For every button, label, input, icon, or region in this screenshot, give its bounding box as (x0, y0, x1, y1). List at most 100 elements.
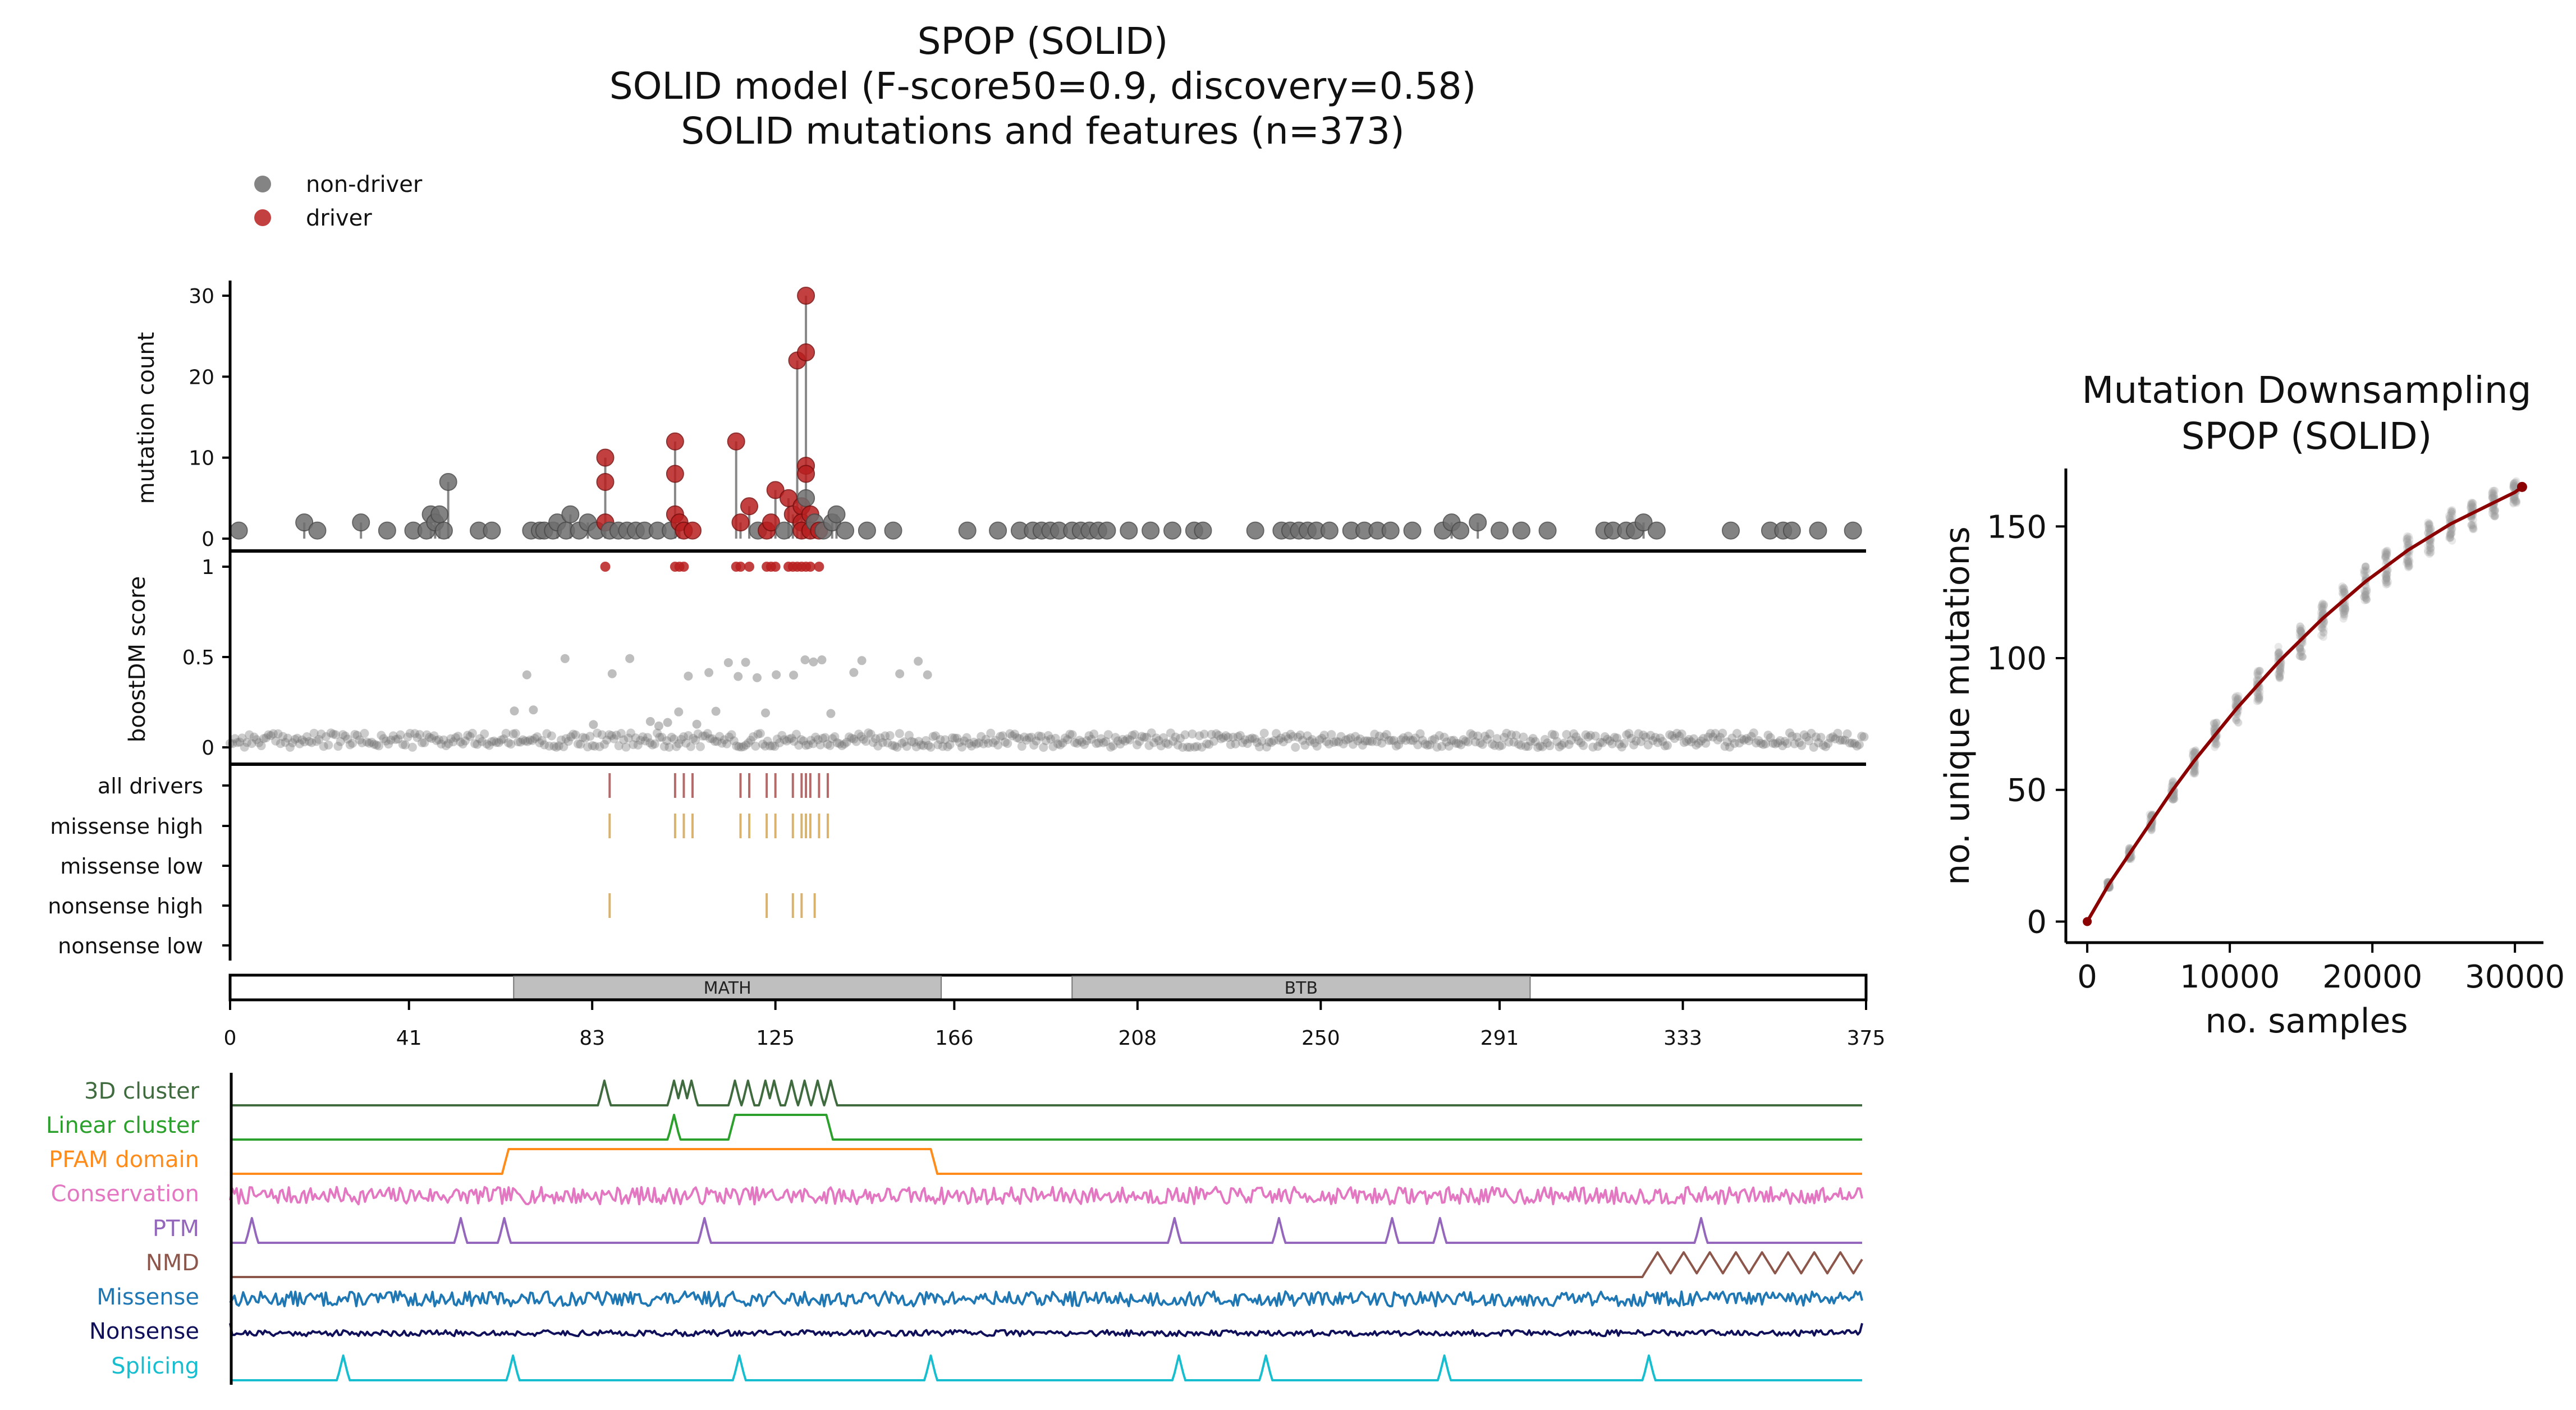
boostdm-baseline-point (1811, 732, 1821, 742)
boostdm-mid-point (645, 717, 655, 726)
boostdm-baseline-point (1848, 738, 1857, 748)
consequence-row-label: missense high (50, 814, 203, 839)
boostdm-baseline-point (1199, 729, 1209, 739)
downsampling-sample-point (2190, 747, 2198, 756)
boostdm-baseline-point (482, 739, 492, 748)
boostdm-baseline-point (1857, 732, 1867, 741)
boostdm-baseline-point (868, 738, 878, 747)
downsampling-sample-point (2468, 504, 2476, 512)
boostdm-mid-point (800, 655, 810, 664)
boostdm-baseline-point (530, 733, 539, 743)
boostdm-baseline-point (732, 741, 741, 751)
boostdm-baseline-point (386, 736, 396, 745)
boostdm-baseline-point (418, 738, 427, 747)
boostdm-baseline-point (1163, 740, 1173, 749)
boostdm-baseline-point (1566, 736, 1576, 745)
downsampling-sample-point (2510, 479, 2518, 488)
boostdm-baseline-point (1084, 731, 1094, 741)
boostdm-baseline-point (554, 741, 563, 751)
downsampling-sample-point (2339, 585, 2347, 594)
boostdm-baseline-point (1070, 738, 1079, 747)
boostdm-baseline-point (1555, 742, 1564, 752)
downsampling-sample-point (2253, 697, 2261, 705)
downsampling-sample-point (2169, 777, 2178, 786)
downsampling-sample-point (2298, 653, 2307, 661)
boostdm-baseline-point (1631, 736, 1641, 746)
boostdm-baseline-point (1562, 730, 1571, 740)
downsampling-sample-point (2489, 494, 2497, 502)
boostdm-baseline-point (1752, 738, 1761, 748)
boostdm-baseline-point (1130, 730, 1139, 740)
boostdm-baseline-point (328, 729, 338, 739)
downsampling-sample-point (2170, 795, 2178, 803)
boostdm-baseline-point (1384, 736, 1394, 745)
downsampling-sample-point (2192, 746, 2200, 755)
boostdm-baseline-point (561, 734, 571, 743)
boostdm-baseline-point (657, 733, 667, 742)
downsampling-sample-point (2488, 486, 2497, 495)
boostdm-baseline-point (703, 729, 712, 738)
downsampling-sample-point (2445, 534, 2453, 542)
downsampling-sample-point (2489, 511, 2497, 520)
nondriver-mutation-point (858, 521, 876, 540)
boostdm-baseline-point (1749, 728, 1758, 738)
downsampling-sample-point (2491, 512, 2499, 521)
downsampling-sample-point (2403, 538, 2411, 546)
boostdm-baseline-point (264, 730, 273, 740)
boostdm-baseline-point (1624, 729, 1634, 738)
downsampling-sample-point (2147, 826, 2156, 834)
downsampling-sample-point (2404, 557, 2412, 566)
boostdm-baseline-point (1504, 737, 1514, 747)
downsampling-sample-point (2381, 548, 2389, 556)
boostdm-baseline-point (1799, 730, 1809, 740)
downsampling-sample-point (2276, 674, 2284, 682)
boostdm-baseline-point (1413, 740, 1423, 750)
boostdm-baseline-point (1682, 737, 1692, 746)
boostdm-baseline-point (1593, 742, 1602, 751)
downsampling-cloud (2103, 477, 2521, 892)
boostdm-baseline-point (1415, 729, 1425, 738)
downsampling-sample-point (2424, 541, 2432, 550)
boostdm-driver-point (735, 562, 746, 572)
boostdm-baseline-point (1063, 735, 1072, 745)
boostdm-baseline-point (919, 741, 928, 750)
downsampling-sample-point (2234, 692, 2243, 700)
boostdm-baseline-point (1859, 732, 1869, 742)
boostdm-baseline-point (1106, 742, 1116, 752)
downsampling-sample-point (2511, 498, 2520, 507)
downsampling-sample-point (2363, 587, 2371, 595)
nondriver-mutation-point (1634, 513, 1653, 532)
downsampling-sample-point (2447, 508, 2455, 517)
downsampling-sample-point (2423, 546, 2432, 554)
boostdm-baseline-point (511, 729, 520, 738)
boostdm-baseline-point (1278, 737, 1288, 747)
downsampling-sample-point (2490, 512, 2499, 520)
boostdm-baseline-point (1065, 729, 1075, 739)
boostdm-baseline-point (1389, 736, 1399, 745)
boostdm-baseline-point (410, 729, 420, 738)
downsampling-sample-point (2405, 557, 2414, 566)
downsampling-sample-point (2341, 607, 2349, 615)
boostdm-baseline-point (689, 733, 698, 743)
boostdm-baseline-point (1408, 736, 1418, 745)
downsampling-sample-point (2275, 669, 2283, 678)
boostdm-baseline-point (1454, 739, 1463, 748)
downsampling-sample-point (2509, 480, 2518, 488)
downsampling-sample-point (2275, 649, 2284, 657)
boostdm-baseline-point (1653, 738, 1662, 747)
mutation-count-tick-label: 0 (201, 528, 214, 551)
boostdm-baseline-point (837, 741, 847, 750)
boostdm-baseline-point (1579, 741, 1588, 750)
boostdm-baseline-point (928, 732, 938, 741)
boostdm-baseline-point (729, 736, 739, 746)
driver-mutation-point (731, 513, 750, 532)
downsampling-sample-point (2468, 521, 2476, 530)
downsampling-sample-point (2403, 534, 2412, 542)
boostdm-baseline-point (1447, 736, 1456, 745)
downsampling-sample-point (2360, 591, 2369, 600)
consequence-row-label: nonsense low (58, 934, 203, 958)
boostdm-baseline-point (676, 734, 686, 744)
boostdm-baseline-point (832, 738, 842, 747)
boostdm-baseline-point (1547, 729, 1557, 739)
feature-lines (229, 1080, 1863, 1381)
